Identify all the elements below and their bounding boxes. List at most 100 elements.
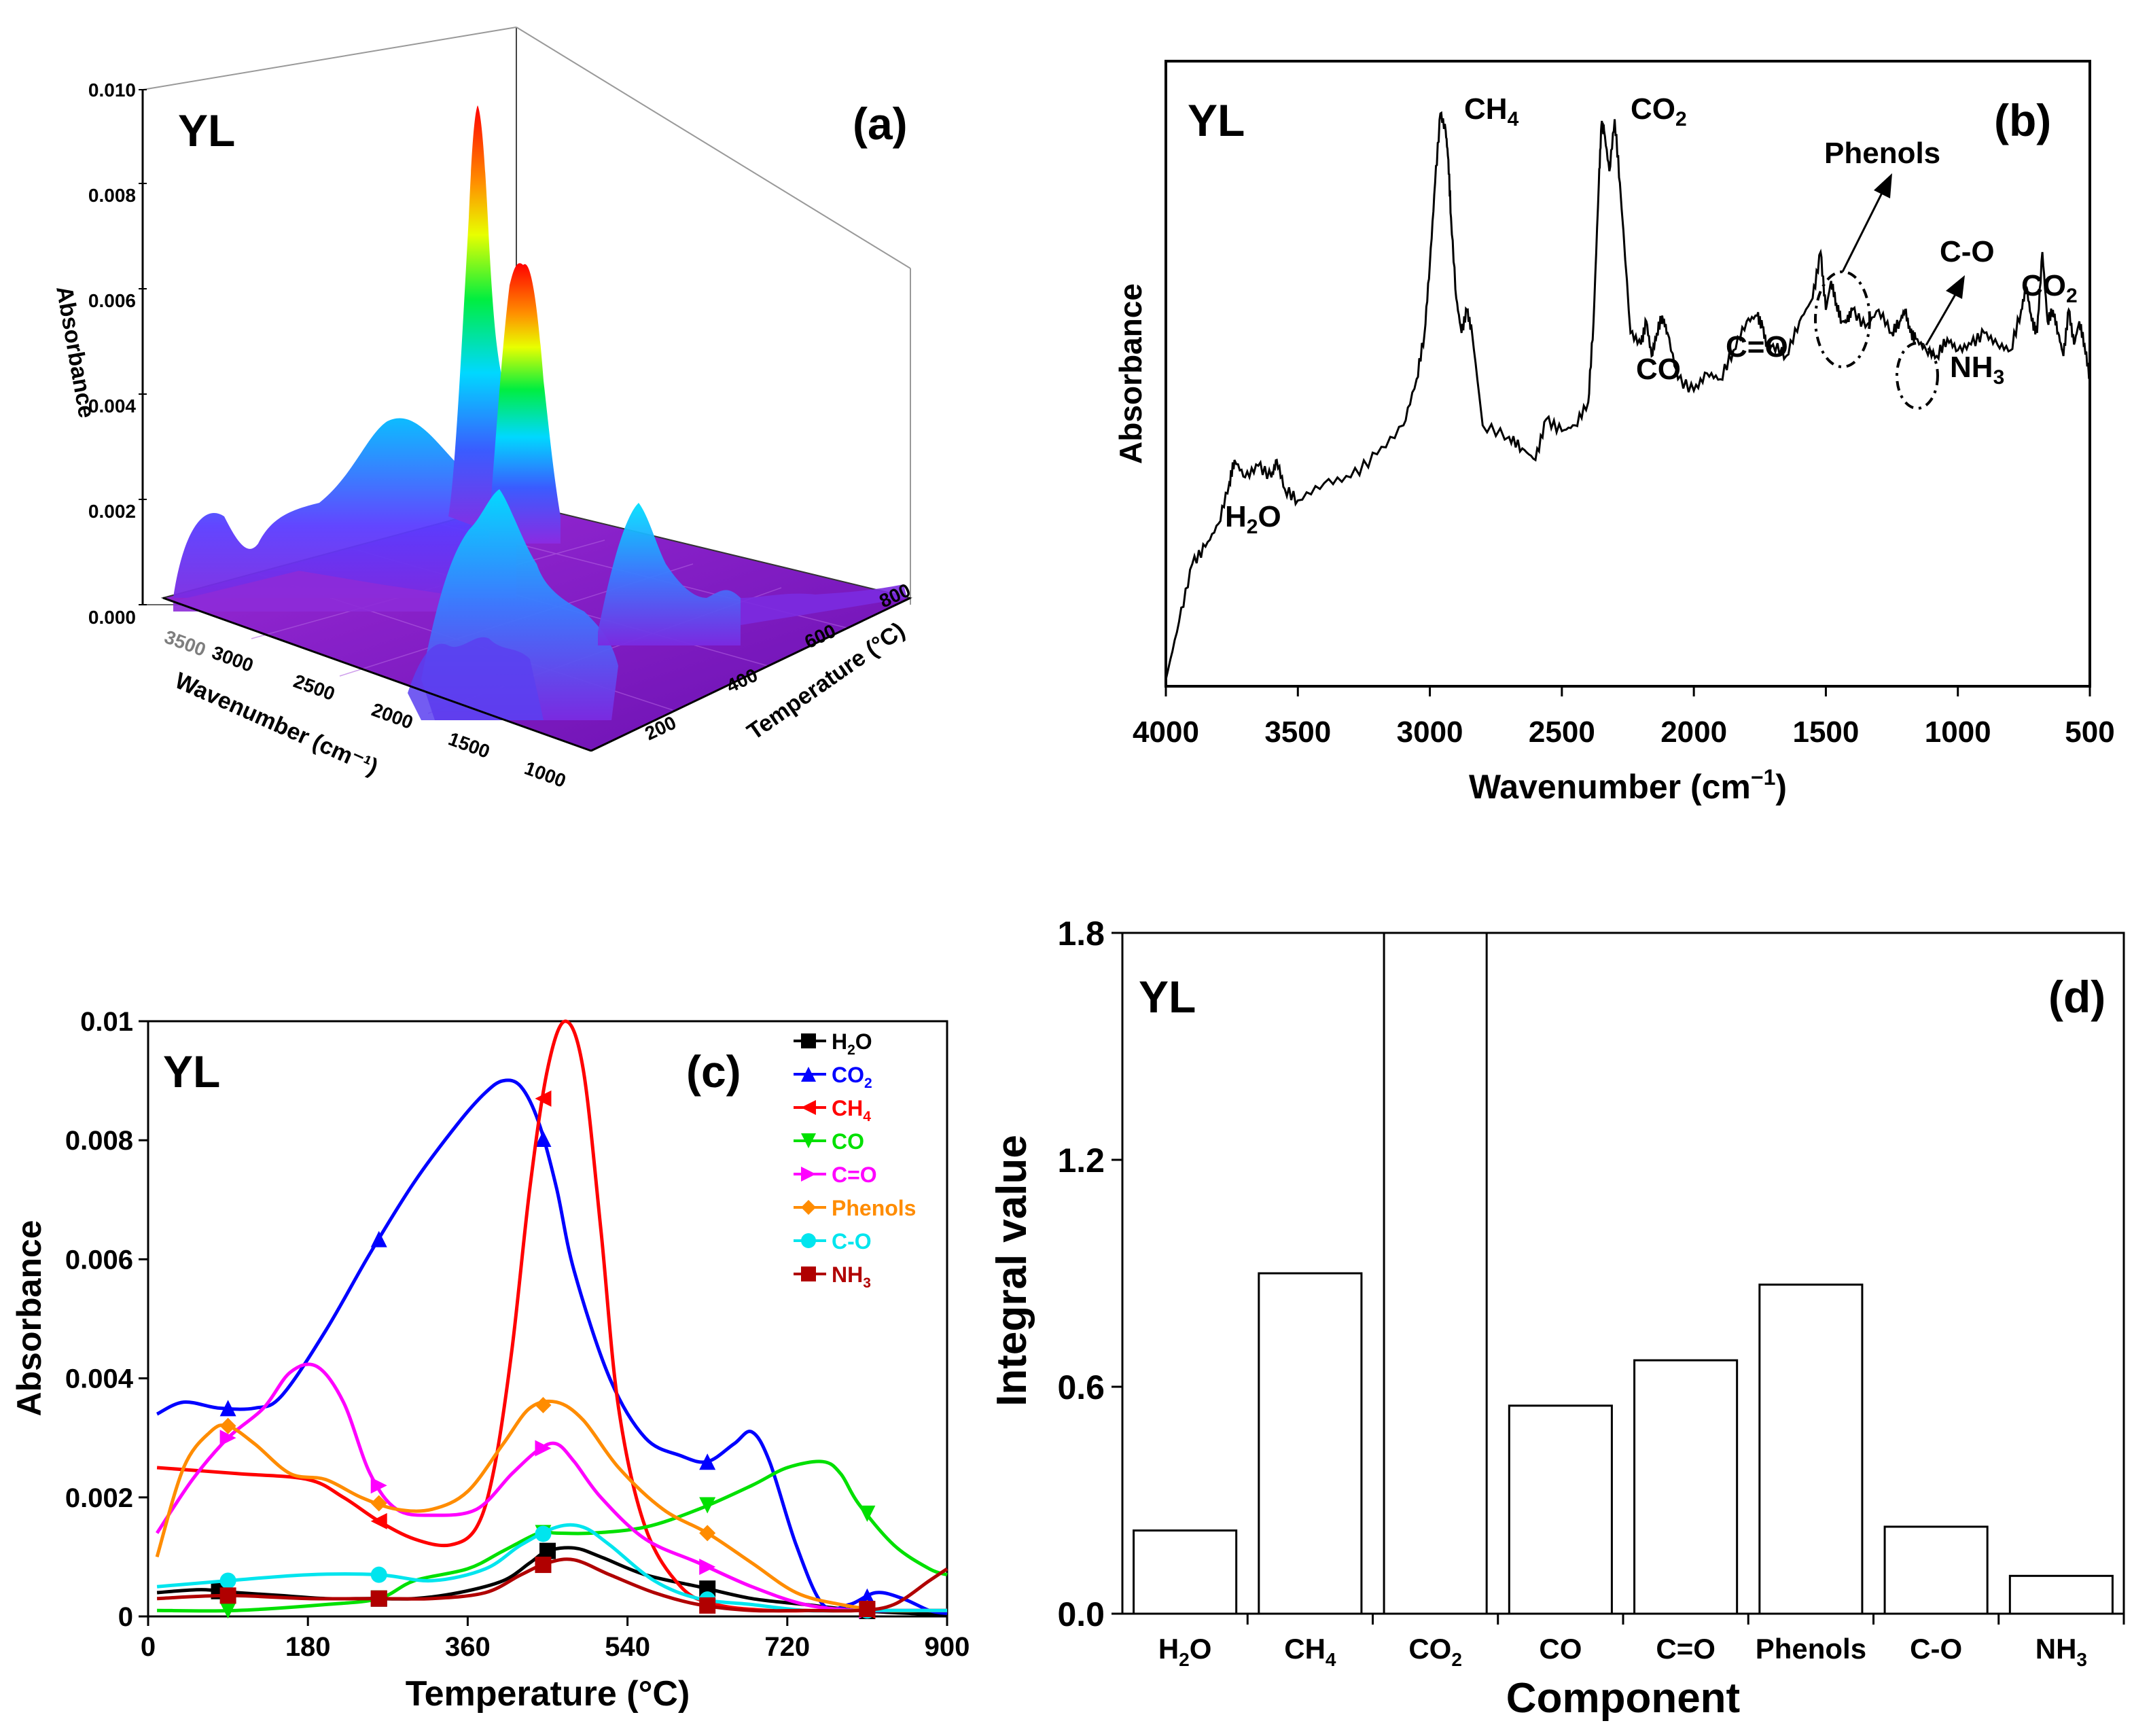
c-marker bbox=[219, 1602, 236, 1619]
phenols-arrowhead bbox=[1874, 173, 1892, 198]
c-y-tick-label: 0.002 bbox=[65, 1483, 133, 1513]
panel-d-axes: 0.0 0.6 1.2 1.8 H2O CH4 CO2 CO C=O Phenols C-O NH3 bbox=[1057, 915, 2125, 1670]
c-marker bbox=[535, 1397, 552, 1414]
annot-phenols: Phenols bbox=[1824, 137, 1940, 170]
c-marker bbox=[801, 1167, 816, 1182]
c-x-tick-label: 720 bbox=[764, 1632, 810, 1662]
c-marker bbox=[370, 1477, 387, 1494]
legend-label: CO2 bbox=[832, 1063, 872, 1091]
annot-co: CO bbox=[1636, 353, 1681, 386]
c-marker bbox=[370, 1495, 387, 1512]
annot-nh3: NH3 bbox=[1950, 351, 2004, 389]
d-x-tick-label: NH3 bbox=[2036, 1633, 2087, 1670]
panel-a-front-left-edge bbox=[162, 597, 592, 752]
d-bar bbox=[1133, 1529, 1238, 1615]
c-series-line bbox=[156, 1557, 948, 1613]
surface-peak-co2 bbox=[489, 263, 561, 544]
d-bar bbox=[1258, 1272, 1363, 1615]
c-y-tick-label: 0 bbox=[118, 1602, 133, 1632]
panel-b-xlabel: Wavenumber (cm−1) bbox=[1469, 765, 1787, 806]
b-tick-label: 3000 bbox=[1397, 715, 1463, 749]
annot-c-o: C-O bbox=[1940, 235, 1995, 268]
legend-label: NH3 bbox=[832, 1262, 871, 1291]
legend-label: Phenols bbox=[832, 1196, 916, 1220]
d-y-tick-label: 0.6 bbox=[1057, 1368, 1105, 1406]
c-y-tick-label: 0.008 bbox=[65, 1126, 133, 1156]
c-o-arrowhead bbox=[1946, 275, 1965, 299]
d-x-tick-label: CH4 bbox=[1284, 1633, 1336, 1670]
c-marker bbox=[219, 1587, 236, 1604]
panel-b-spectrum: 4000 3500 3000 2500 2000 1500 1000 500 Absorban… bbox=[1113, 60, 2115, 806]
panel-b-x-ticks: 4000 3500 3000 2500 2000 1500 1000 500 bbox=[1133, 686, 2115, 749]
surface-band-3500 bbox=[173, 418, 516, 598]
panel-a-top-right-edge bbox=[516, 26, 911, 269]
annot-h2o: H2O bbox=[1225, 500, 1281, 538]
d-x-tick-label: Phenols bbox=[1756, 1633, 1866, 1665]
wn-tick-4: 1000 bbox=[522, 758, 569, 792]
b-tick-label: 2500 bbox=[1529, 715, 1595, 749]
surface-ridge-low bbox=[173, 571, 448, 612]
b-tick-label: 4000 bbox=[1133, 715, 1199, 749]
c-marker bbox=[370, 1230, 387, 1247]
panel-a-label: (a) bbox=[853, 99, 908, 149]
c-marker bbox=[801, 1033, 816, 1048]
c-marker bbox=[801, 1100, 816, 1115]
annot-co2-right: CO2 bbox=[2021, 269, 2078, 307]
wn-tick-0: 3000 bbox=[209, 642, 256, 676]
wn-tick-1: 2500 bbox=[291, 671, 338, 705]
c-marker bbox=[801, 1133, 816, 1148]
panel-b-spectrum-line bbox=[1165, 111, 2091, 680]
c-marker bbox=[859, 1588, 876, 1605]
legend-label: H2O bbox=[832, 1029, 872, 1058]
c-marker bbox=[219, 1430, 236, 1447]
b-tick-label: 500 bbox=[2065, 715, 2114, 749]
c-y-tick-label: 0.006 bbox=[65, 1245, 133, 1275]
panel-c-legend: H2O CO2 CH4 CO C=O Phenols C-O NH3 bbox=[794, 1029, 916, 1291]
panel-a-3d-surface: 0.000 0.002 0.004 0.006 0.008 0.010 Abso… bbox=[51, 26, 914, 792]
c-y-tick-label: 0.004 bbox=[65, 1364, 134, 1394]
z-tick-5: 0.010 bbox=[88, 79, 136, 101]
c-marker bbox=[535, 1440, 552, 1457]
c-x-tick-label: 900 bbox=[925, 1632, 970, 1662]
panel-c-sample: YL bbox=[163, 1046, 220, 1097]
z-tick-2: 0.004 bbox=[88, 395, 136, 417]
c-series-line bbox=[156, 1362, 947, 1613]
c-marker bbox=[219, 1572, 236, 1589]
d-x-tick-label: CO2 bbox=[1408, 1633, 1462, 1670]
legend-label: CO bbox=[832, 1129, 864, 1154]
panel-d-sample: YL bbox=[1139, 972, 1196, 1022]
d-x-tick-label: C=O bbox=[1656, 1633, 1716, 1665]
surface-front-noise bbox=[408, 637, 544, 720]
c-marker bbox=[370, 1566, 387, 1583]
d-y-tick-label: 1.8 bbox=[1057, 915, 1105, 953]
annot-ch4: CH4 bbox=[1464, 92, 1519, 130]
c-marker bbox=[699, 1559, 716, 1575]
c-o-arrow bbox=[1925, 291, 1958, 346]
panel-c-label: (c) bbox=[686, 1046, 741, 1097]
wn-tick-2: 2000 bbox=[369, 699, 416, 733]
annot-co2-main: CO2 bbox=[1631, 92, 1687, 130]
panel-d-bar-group bbox=[1133, 932, 2114, 1615]
c-marker bbox=[370, 1512, 387, 1529]
panel-b-xlabel-main: Wavenumber (cm bbox=[1469, 768, 1751, 806]
c-marker bbox=[539, 1542, 556, 1559]
legend-label: C=O bbox=[832, 1163, 877, 1187]
legend-label: C-O bbox=[832, 1229, 872, 1254]
c-marker bbox=[535, 1557, 552, 1574]
legend-label: CH4 bbox=[832, 1096, 871, 1124]
annot-c-double-o: C=O bbox=[1726, 330, 1788, 364]
phenols-highlight-ellipse bbox=[1814, 270, 1871, 368]
c-y-tick-label: 0.01 bbox=[80, 1007, 133, 1037]
c-marker bbox=[535, 1525, 552, 1542]
panel-b-xlabel-sup: −1 bbox=[1751, 765, 1775, 790]
panel-d-xlabel: Component bbox=[1506, 1675, 1740, 1722]
panel-b-ylabel: Absorbance bbox=[1113, 283, 1148, 464]
panel-b-frame bbox=[1165, 60, 2091, 688]
panel-b-label: (b) bbox=[1994, 95, 2051, 145]
surface-peak-ch4 bbox=[448, 105, 503, 537]
c-marker bbox=[859, 1505, 876, 1522]
c-marker bbox=[801, 1067, 816, 1082]
z-tick-0: 0.000 bbox=[88, 607, 136, 628]
phenols-arrow bbox=[1841, 190, 1885, 272]
c-marker bbox=[801, 1233, 816, 1248]
